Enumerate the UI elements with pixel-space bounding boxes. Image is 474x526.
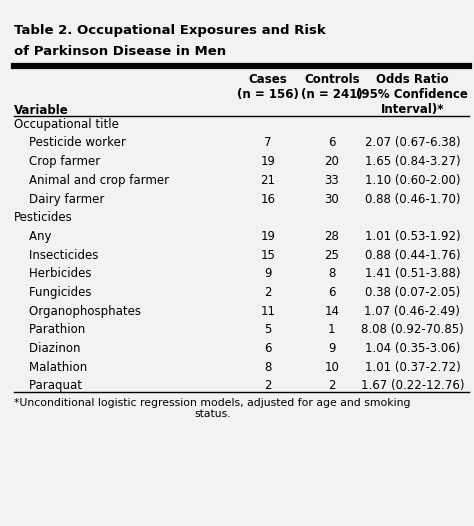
Text: *Unconditional logistic regression models, adjusted for age and smoking
status.: *Unconditional logistic regression model… — [14, 398, 410, 419]
Text: 25: 25 — [324, 248, 339, 261]
Text: 6: 6 — [328, 286, 336, 299]
Text: Pesticide worker: Pesticide worker — [14, 136, 126, 149]
Text: 30: 30 — [324, 193, 339, 206]
Text: Table 2. Occupational Exposures and Risk: Table 2. Occupational Exposures and Risk — [14, 24, 326, 37]
Text: 1.10 (0.60-2.00): 1.10 (0.60-2.00) — [365, 174, 460, 187]
Text: 16: 16 — [260, 193, 275, 206]
Text: Odds Ratio
(95% Confidence
Interval)*: Odds Ratio (95% Confidence Interval)* — [356, 73, 468, 116]
Text: 15: 15 — [260, 248, 275, 261]
Text: Parathion: Parathion — [14, 323, 85, 336]
Text: Occupational title: Occupational title — [14, 118, 119, 131]
Text: 7: 7 — [264, 136, 272, 149]
Text: 6: 6 — [328, 136, 336, 149]
Text: 1.41 (0.51-3.88): 1.41 (0.51-3.88) — [365, 267, 460, 280]
Text: Crop farmer: Crop farmer — [14, 155, 100, 168]
Text: Paraquat: Paraquat — [14, 379, 82, 392]
Text: 21: 21 — [260, 174, 275, 187]
Text: 1.67 (0.22-12.76): 1.67 (0.22-12.76) — [361, 379, 464, 392]
Text: 11: 11 — [260, 305, 275, 318]
Text: 1.07 (0.46-2.49): 1.07 (0.46-2.49) — [365, 305, 460, 318]
Text: 10: 10 — [324, 360, 339, 373]
Text: 0.38 (0.07-2.05): 0.38 (0.07-2.05) — [365, 286, 460, 299]
Text: 8: 8 — [264, 360, 272, 373]
Text: 2.07 (0.67-6.38): 2.07 (0.67-6.38) — [365, 136, 460, 149]
Text: 1: 1 — [328, 323, 336, 336]
Text: 2: 2 — [264, 379, 272, 392]
Text: 2: 2 — [328, 379, 336, 392]
Text: 8.08 (0.92-70.85): 8.08 (0.92-70.85) — [361, 323, 464, 336]
Text: 5: 5 — [264, 323, 272, 336]
Text: Pesticides: Pesticides — [14, 211, 73, 224]
Text: 8: 8 — [328, 267, 336, 280]
Text: Herbicides: Herbicides — [14, 267, 92, 280]
Text: Fungicides: Fungicides — [14, 286, 92, 299]
Text: 1.65 (0.84-3.27): 1.65 (0.84-3.27) — [365, 155, 460, 168]
Text: Malathion: Malathion — [14, 360, 88, 373]
Text: of Parkinson Disease in Men: of Parkinson Disease in Men — [14, 45, 227, 58]
Text: Controls
(n = 241): Controls (n = 241) — [301, 73, 363, 100]
Text: 20: 20 — [324, 155, 339, 168]
Text: 9: 9 — [264, 267, 272, 280]
Text: 0.88 (0.46-1.70): 0.88 (0.46-1.70) — [365, 193, 460, 206]
Text: Dairy farmer: Dairy farmer — [14, 193, 105, 206]
Text: 1.01 (0.53-1.92): 1.01 (0.53-1.92) — [365, 230, 460, 243]
Text: 14: 14 — [324, 305, 339, 318]
Text: 6: 6 — [264, 342, 272, 355]
Text: 19: 19 — [260, 230, 275, 243]
Text: Organophosphates: Organophosphates — [14, 305, 141, 318]
Text: Diazinon: Diazinon — [14, 342, 81, 355]
Text: 33: 33 — [324, 174, 339, 187]
Text: 0.88 (0.44-1.76): 0.88 (0.44-1.76) — [365, 248, 460, 261]
Text: 2: 2 — [264, 286, 272, 299]
Text: Variable: Variable — [14, 104, 69, 117]
Text: 1.01 (0.37-2.72): 1.01 (0.37-2.72) — [365, 360, 460, 373]
Text: 28: 28 — [324, 230, 339, 243]
Text: 9: 9 — [328, 342, 336, 355]
Text: Animal and crop farmer: Animal and crop farmer — [14, 174, 169, 187]
Text: Insecticides: Insecticides — [14, 248, 99, 261]
Text: 1.04 (0.35-3.06): 1.04 (0.35-3.06) — [365, 342, 460, 355]
Text: 19: 19 — [260, 155, 275, 168]
Text: Cases
(n = 156): Cases (n = 156) — [237, 73, 299, 100]
Text: Any: Any — [14, 230, 52, 243]
